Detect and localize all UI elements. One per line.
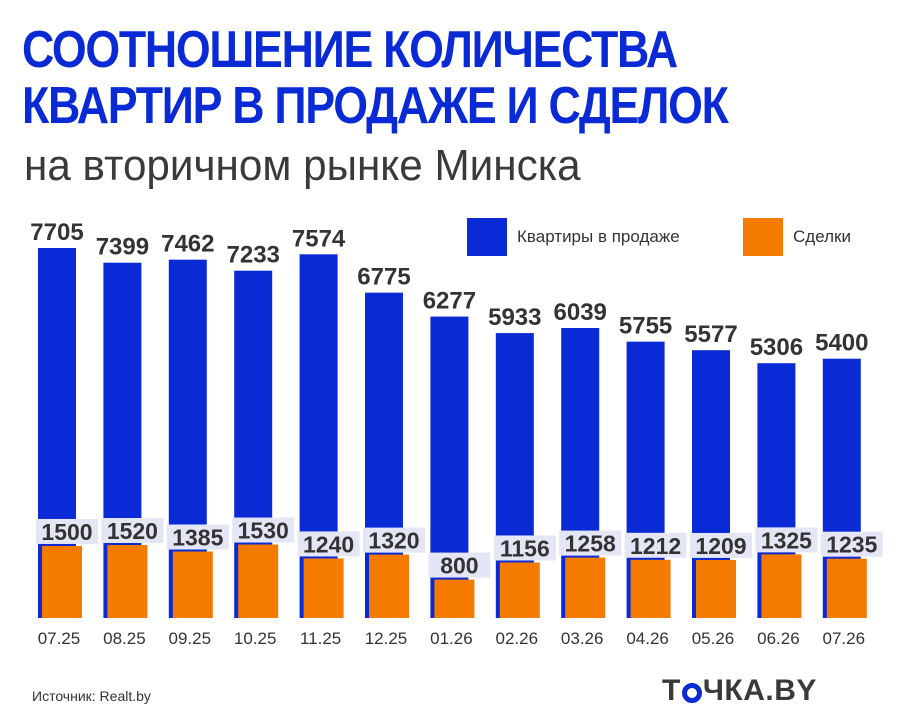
x-tick-label: 07.26 [823,629,866,648]
data-label-bg [820,531,883,557]
data-label-bg [297,531,360,557]
data-label-listings: 7574 [292,225,346,252]
data-label-bg [690,532,752,558]
bar-deals [172,551,213,618]
data-label-deals: 1385 [172,524,223,550]
data-label-bg [559,530,622,556]
data-label-listings: 5306 [750,334,803,361]
legend: Квартиры в продаже Сделки [0,218,900,258]
x-tick-label: 02.26 [496,629,539,648]
site-logo: Т ЧКА.BY [662,674,817,708]
title-line-2: КВАРТИР В ПРОДАЖЕ И СДЕЛОК [22,77,729,135]
bar-deals [630,559,671,618]
chart-subtitle: на вторичном рынке Минска [24,141,581,190]
source-note: Источник: Realt.by [32,688,151,704]
data-label-bg [624,532,687,558]
x-tick-label: 08.25 [103,629,146,648]
title-line-1: СООТНОШЕНИЕ КОЛИЧЕСТВА [22,21,678,79]
data-label-deals: 1212 [630,533,681,559]
legend-label-listings: Квартиры в продаже [517,227,680,246]
x-tick-label: 09.25 [169,629,212,648]
data-label-listings: 5400 [815,330,868,357]
bar-deals [369,554,409,618]
data-label-deals: 1320 [368,528,419,554]
bar-deals [434,579,475,618]
x-tick-label: 04.26 [626,629,669,648]
data-label-listings: 5933 [488,304,541,331]
data-label-deals: 1240 [303,531,354,557]
bar-deals [696,559,736,618]
data-label-deals: 1325 [761,527,812,553]
x-tick-label: 06.26 [757,629,800,648]
legend-swatch-deals [743,218,783,256]
chart-title: СООТНОШЕНИЕ КОЛИЧЕСТВА КВАРТИР В ПРОДАЖЕ… [22,21,729,135]
data-label-listings: 5577 [684,321,737,348]
data-label-bg [232,517,295,543]
data-label-bg [428,552,491,578]
data-label-bg [36,518,98,544]
bar-listings [299,254,338,619]
x-tick-label: 03.26 [561,629,604,648]
data-label-deals: 1258 [565,531,616,557]
x-tick-label: 11.25 [300,629,341,648]
data-label-listings: 7233 [227,242,280,269]
logo-text-start: Т [662,674,681,707]
x-tick-label: 01.26 [430,629,473,648]
data-label-listings: 6277 [423,288,476,315]
data-label-bg [363,527,425,553]
logo-ring-o [681,683,702,703]
data-label-bg [166,524,229,550]
data-label-bg [493,535,556,561]
data-label-listings: 5755 [619,313,672,340]
bar-deals [42,545,82,618]
data-label-listings: 6775 [357,264,410,291]
data-label-deals: 1235 [826,532,877,558]
x-tick-label: 07.25 [38,629,81,648]
data-label-deals: 1156 [500,535,550,561]
data-label-bg [101,518,164,544]
data-label-deals: 1520 [107,518,158,544]
data-label-deals: 800 [440,553,478,579]
bar-deals [565,557,606,618]
bar-deals [238,544,279,618]
data-label-deals: 1530 [238,518,289,544]
x-tick-label: 05.26 [692,629,735,648]
data-label-listings: 6039 [554,299,607,326]
bar-deals [499,562,540,618]
data-label-listings: 7462 [161,231,214,258]
x-tick-label: 12.25 [365,629,408,648]
x-tick-label: 10.25 [234,629,277,648]
bar-deals [303,558,344,618]
legend-label-deals: Сделки [793,227,851,246]
bar-deals [826,558,867,618]
data-label-deals: 1500 [41,519,92,545]
bar-deals [761,554,802,618]
data-label-listings: 7399 [96,234,149,261]
bar-deals [107,545,148,618]
logo-text-end: ЧКА.BY [702,674,817,707]
data-label-bg [755,527,818,553]
legend-swatch-listings [467,218,507,256]
data-label-deals: 1209 [695,533,746,559]
data-label-listings: 7705 [30,219,83,246]
